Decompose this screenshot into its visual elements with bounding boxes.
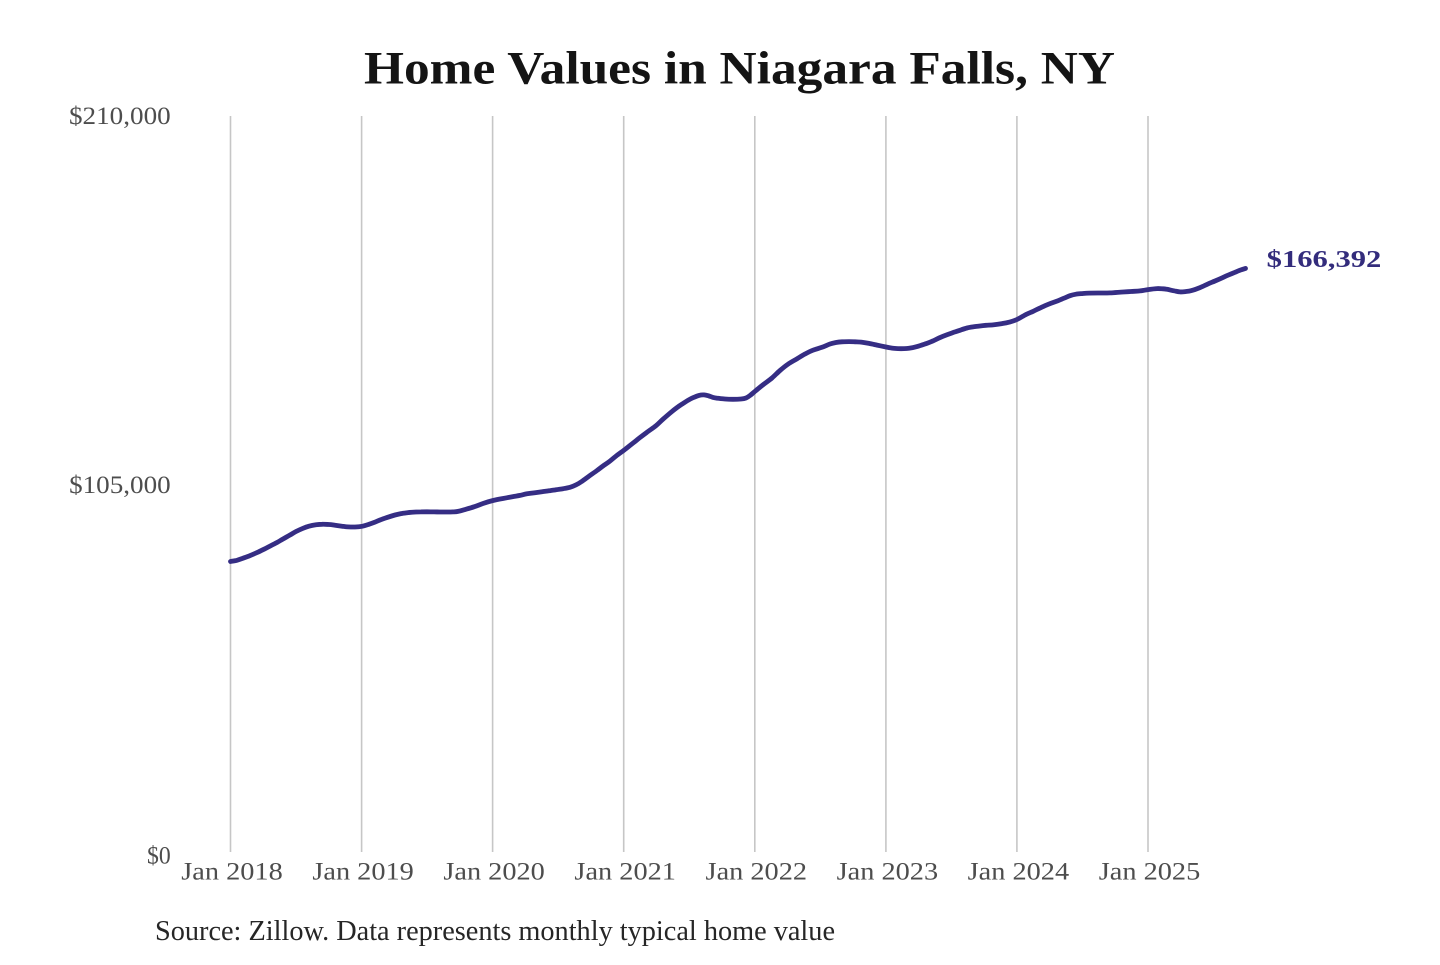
svg-text:Jan 2018: Jan 2018 xyxy=(181,857,283,886)
svg-text:Home Values in Niagara Falls,: Home Values in Niagara Falls, NY xyxy=(364,43,1115,94)
svg-text:$166,392: $166,392 xyxy=(1267,246,1382,273)
svg-text:$105,000: $105,000 xyxy=(69,470,171,499)
svg-text:Jan 2022: Jan 2022 xyxy=(706,857,808,886)
svg-text:Source: Zillow. Data represent: Source: Zillow. Data represents monthly … xyxy=(155,916,835,947)
svg-text:Jan 2023: Jan 2023 xyxy=(837,857,939,886)
svg-text:Jan 2025: Jan 2025 xyxy=(1099,857,1201,886)
svg-text:Jan 2024: Jan 2024 xyxy=(968,857,1070,886)
svg-text:$0: $0 xyxy=(147,840,171,869)
svg-text:Jan 2020: Jan 2020 xyxy=(443,857,545,886)
svg-text:Jan 2021: Jan 2021 xyxy=(574,857,676,886)
svg-text:Jan 2019: Jan 2019 xyxy=(312,857,414,886)
svg-text:$210,000: $210,000 xyxy=(69,101,171,130)
